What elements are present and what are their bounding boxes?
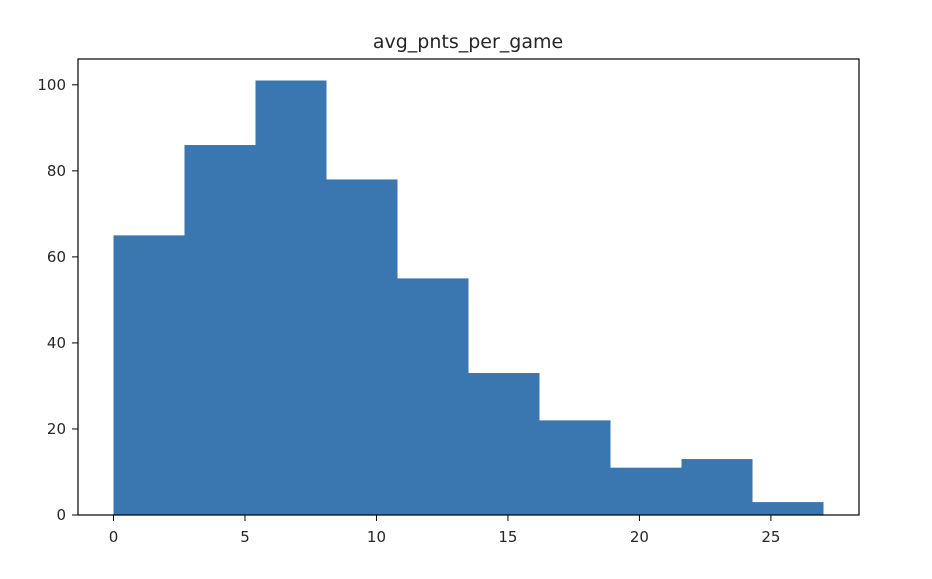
x-tick-label-3: 15: [498, 528, 517, 546]
histogram-bar-0: [113, 235, 185, 515]
x-axis: 0 5 10 15 20 25: [109, 515, 780, 546]
x-tick-label-1: 5: [240, 528, 250, 546]
histogram-bar-7: [610, 467, 682, 515]
histogram-bar-4: [397, 278, 469, 515]
histogram-bar-3: [326, 179, 398, 516]
x-tick-label-5: 25: [761, 528, 780, 546]
y-tick-label-3: 60: [47, 248, 66, 266]
x-tick-label-2: 10: [367, 528, 386, 546]
y-tick-label-1: 20: [47, 420, 66, 438]
y-tick-label-0: 0: [56, 506, 66, 524]
bars-layer: [113, 80, 824, 516]
histogram-bar-1: [184, 145, 256, 516]
x-tick-label-4: 20: [630, 528, 649, 546]
plot-frame: [77, 58, 860, 516]
histogram-bar-2: [255, 80, 327, 516]
chart-title: avg_pnts_per_game: [373, 31, 563, 53]
y-tick-label-2: 40: [47, 334, 66, 352]
x-tick-label-0: 0: [109, 528, 119, 546]
y-axis: 0 20 40 60 80 100: [37, 76, 78, 524]
histogram-bar-8: [681, 459, 753, 515]
histogram-bar-9: [752, 502, 824, 515]
y-tick-label-5: 100: [37, 76, 66, 94]
histogram-bar-6: [539, 420, 611, 515]
histogram-bar-5: [468, 373, 540, 515]
y-tick-label-4: 80: [47, 162, 66, 180]
